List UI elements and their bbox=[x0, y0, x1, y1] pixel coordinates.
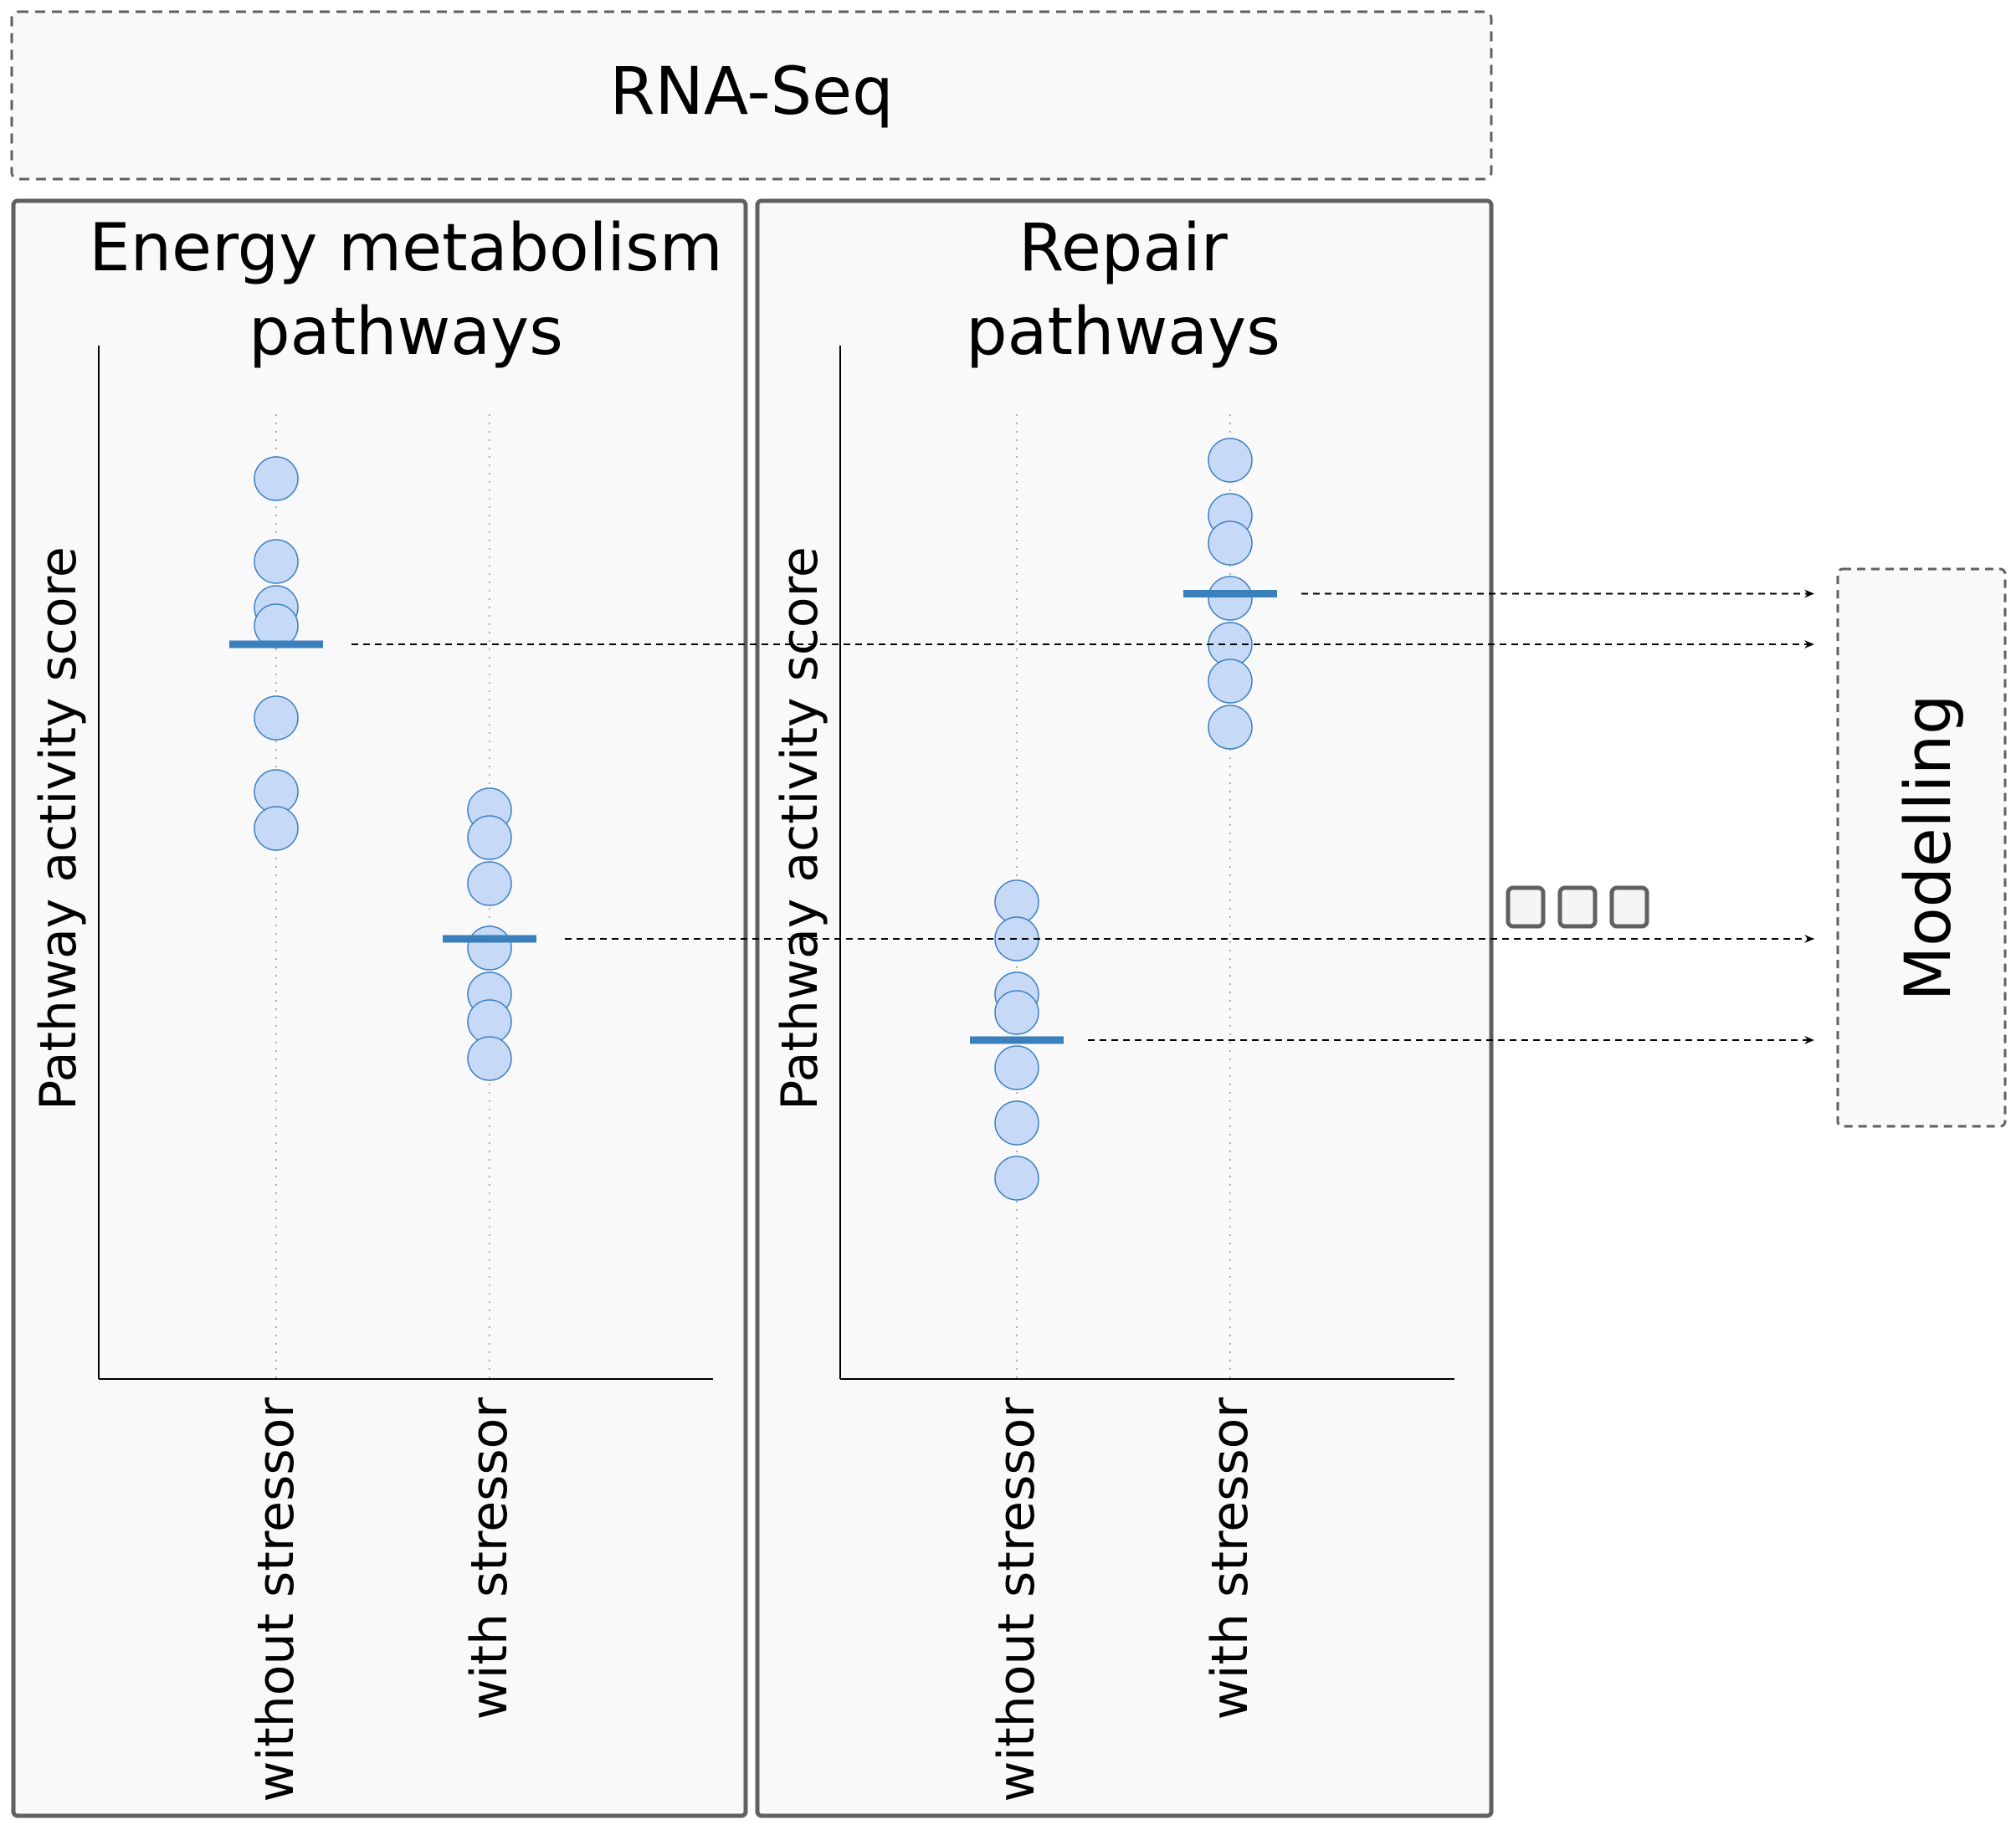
data-point bbox=[1208, 520, 1253, 566]
data-point bbox=[467, 1036, 512, 1081]
panel-energy-metabolism: Energy metabolism pathways Pathway activ… bbox=[11, 198, 748, 1818]
panel-marks: without stressor with stressor bbox=[229, 414, 536, 1802]
data-point bbox=[254, 695, 299, 741]
panel-marks: without stressor with stressor bbox=[970, 414, 1277, 1802]
category-label: with stressor bbox=[1201, 1397, 1259, 1720]
panel-title-line-2: pathways bbox=[249, 295, 563, 370]
panel-title-line-1: Energy metabolism bbox=[89, 211, 722, 286]
data-point bbox=[254, 539, 299, 584]
data-point bbox=[467, 815, 512, 860]
ellipsis-box bbox=[1557, 885, 1598, 929]
data-point bbox=[1208, 438, 1253, 483]
data-point bbox=[994, 1100, 1039, 1146]
data-point bbox=[1208, 576, 1253, 621]
panel-title-line-2: pathways bbox=[966, 295, 1280, 370]
data-point bbox=[1208, 705, 1253, 750]
ellipsis-box bbox=[1506, 885, 1546, 929]
data-point bbox=[467, 861, 512, 906]
category-label: with stressor bbox=[460, 1397, 519, 1720]
category-label: without stressor bbox=[987, 1397, 1046, 1802]
data-point bbox=[467, 925, 512, 971]
rna-seq-title: RNA-Seq bbox=[609, 54, 893, 130]
data-point bbox=[994, 1156, 1039, 1201]
ellipsis-box bbox=[1609, 885, 1649, 929]
panel-title-line-1: Repair bbox=[1018, 211, 1229, 286]
data-point bbox=[1208, 659, 1253, 704]
modelling-box: Modelling bbox=[1836, 567, 2007, 1128]
rna-seq-box: RNA-Seq bbox=[10, 10, 1493, 181]
ellipsis-boxes bbox=[1506, 885, 1649, 929]
data-point bbox=[254, 456, 299, 501]
y-axis-label: Pathway activity score bbox=[29, 546, 88, 1110]
data-point bbox=[254, 806, 299, 851]
panel-repair: Repair pathways Pathway activity score w… bbox=[755, 198, 1494, 1818]
y-axis-label: Pathway activity score bbox=[771, 546, 829, 1110]
category-label: without stressor bbox=[247, 1397, 305, 1802]
modelling-label: Modelling bbox=[1890, 695, 1965, 1002]
connector-arrows bbox=[351, 589, 1814, 1044]
data-point bbox=[994, 990, 1039, 1035]
data-point bbox=[994, 1045, 1039, 1090]
